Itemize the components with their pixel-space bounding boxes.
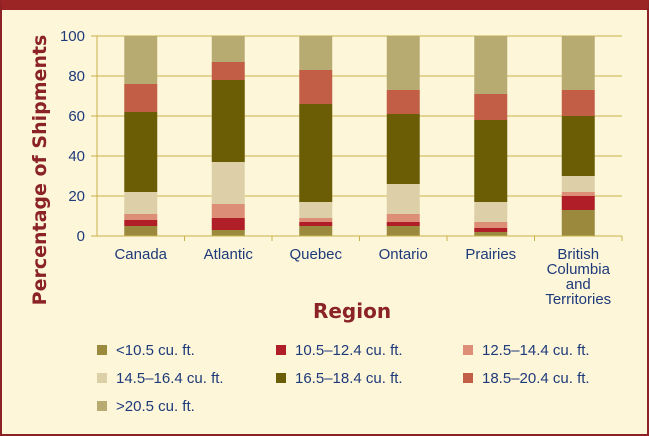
bar-segment bbox=[124, 226, 158, 236]
x-tick-label: British Columbia and Territories bbox=[545, 246, 611, 308]
bar-segment bbox=[124, 84, 158, 112]
bar-segment bbox=[386, 226, 420, 236]
bar-segment bbox=[561, 90, 595, 116]
bar-segment bbox=[211, 204, 245, 218]
bar-segment bbox=[386, 114, 420, 184]
y-tick-label: 0 bbox=[77, 228, 85, 245]
legend-label: 14.5–16.4 cu. ft. bbox=[116, 370, 224, 387]
bar-segment bbox=[561, 36, 595, 90]
legend: <10.5 cu. ft. 10.5–12.4 cu. ft. 12.5–14.4 … bbox=[97, 342, 590, 415]
bar-segment bbox=[124, 192, 158, 214]
bar-segment bbox=[211, 36, 245, 62]
bar-segment bbox=[299, 70, 333, 104]
bar-segment bbox=[474, 36, 508, 94]
legend-label: <10.5 cu. ft. bbox=[116, 342, 195, 359]
legend-swatch bbox=[276, 345, 286, 355]
legend-label: >20.5 cu. ft. bbox=[116, 398, 195, 415]
bar-segment bbox=[561, 210, 595, 236]
bar-segment bbox=[386, 214, 420, 222]
legend-swatch bbox=[463, 373, 473, 383]
legend-label: 12.5–14.4 cu. ft. bbox=[482, 342, 590, 359]
y-tick-label: 40 bbox=[68, 148, 85, 165]
bar-segment bbox=[474, 222, 508, 228]
bar-segment bbox=[299, 202, 333, 218]
bar-segment bbox=[386, 36, 420, 90]
bar-segment bbox=[211, 80, 245, 162]
x-tick-label: Ontario bbox=[379, 246, 428, 263]
bar-segment bbox=[211, 218, 245, 230]
bar-segment bbox=[124, 36, 158, 84]
x-tick-label: Prairies bbox=[465, 246, 516, 263]
bar-segment bbox=[386, 90, 420, 114]
legend-swatch bbox=[97, 345, 107, 355]
bar-segment bbox=[474, 232, 508, 236]
axes: 0 20 40 60 80 100 Canada Atlantic Quebec Ontario P… bbox=[60, 28, 623, 308]
bar-segment bbox=[299, 226, 333, 236]
x-axis-title: Region bbox=[313, 299, 391, 323]
bar-segment bbox=[561, 196, 595, 210]
legend-swatch bbox=[276, 373, 286, 383]
x-tick-label: Canada bbox=[114, 246, 167, 263]
bar-segment bbox=[299, 104, 333, 202]
legend-swatch bbox=[97, 401, 107, 411]
bar-segment bbox=[561, 176, 595, 192]
bar-segment bbox=[561, 116, 595, 176]
bars bbox=[124, 36, 595, 236]
bar-segment bbox=[474, 120, 508, 202]
legend-label: 18.5–20.4 cu. ft. bbox=[482, 370, 590, 387]
bar-segment bbox=[474, 94, 508, 120]
bar-segment bbox=[124, 220, 158, 226]
bar-segment bbox=[124, 214, 158, 220]
legend-label: 10.5–12.4 cu. ft. bbox=[295, 342, 403, 359]
y-tick-label: 20 bbox=[68, 188, 85, 205]
y-tick-label: 100 bbox=[60, 28, 85, 45]
bar-segment bbox=[299, 36, 333, 70]
legend-swatch bbox=[463, 345, 473, 355]
legend-label: 16.5–18.4 cu. ft. bbox=[295, 370, 403, 387]
bar-segment bbox=[211, 62, 245, 80]
bar-segment bbox=[211, 162, 245, 204]
y-tick-label: 60 bbox=[68, 108, 85, 125]
bar-segment bbox=[474, 228, 508, 232]
bar-segment bbox=[124, 112, 158, 192]
bar-segment bbox=[386, 222, 420, 226]
x-tick-label: Quebec bbox=[289, 246, 342, 263]
bar-segment bbox=[299, 222, 333, 226]
bar-segment bbox=[211, 230, 245, 236]
bar-segment bbox=[299, 218, 333, 222]
bar-segment bbox=[386, 184, 420, 214]
bar-segment bbox=[561, 192, 595, 196]
x-tick-label: Atlantic bbox=[204, 246, 254, 263]
bar-segment bbox=[474, 202, 508, 222]
grid bbox=[97, 35, 622, 237]
y-axis-title: Percentage of Shipments bbox=[29, 35, 51, 306]
y-tick-label: 80 bbox=[68, 68, 85, 85]
legend-swatch bbox=[97, 373, 107, 383]
